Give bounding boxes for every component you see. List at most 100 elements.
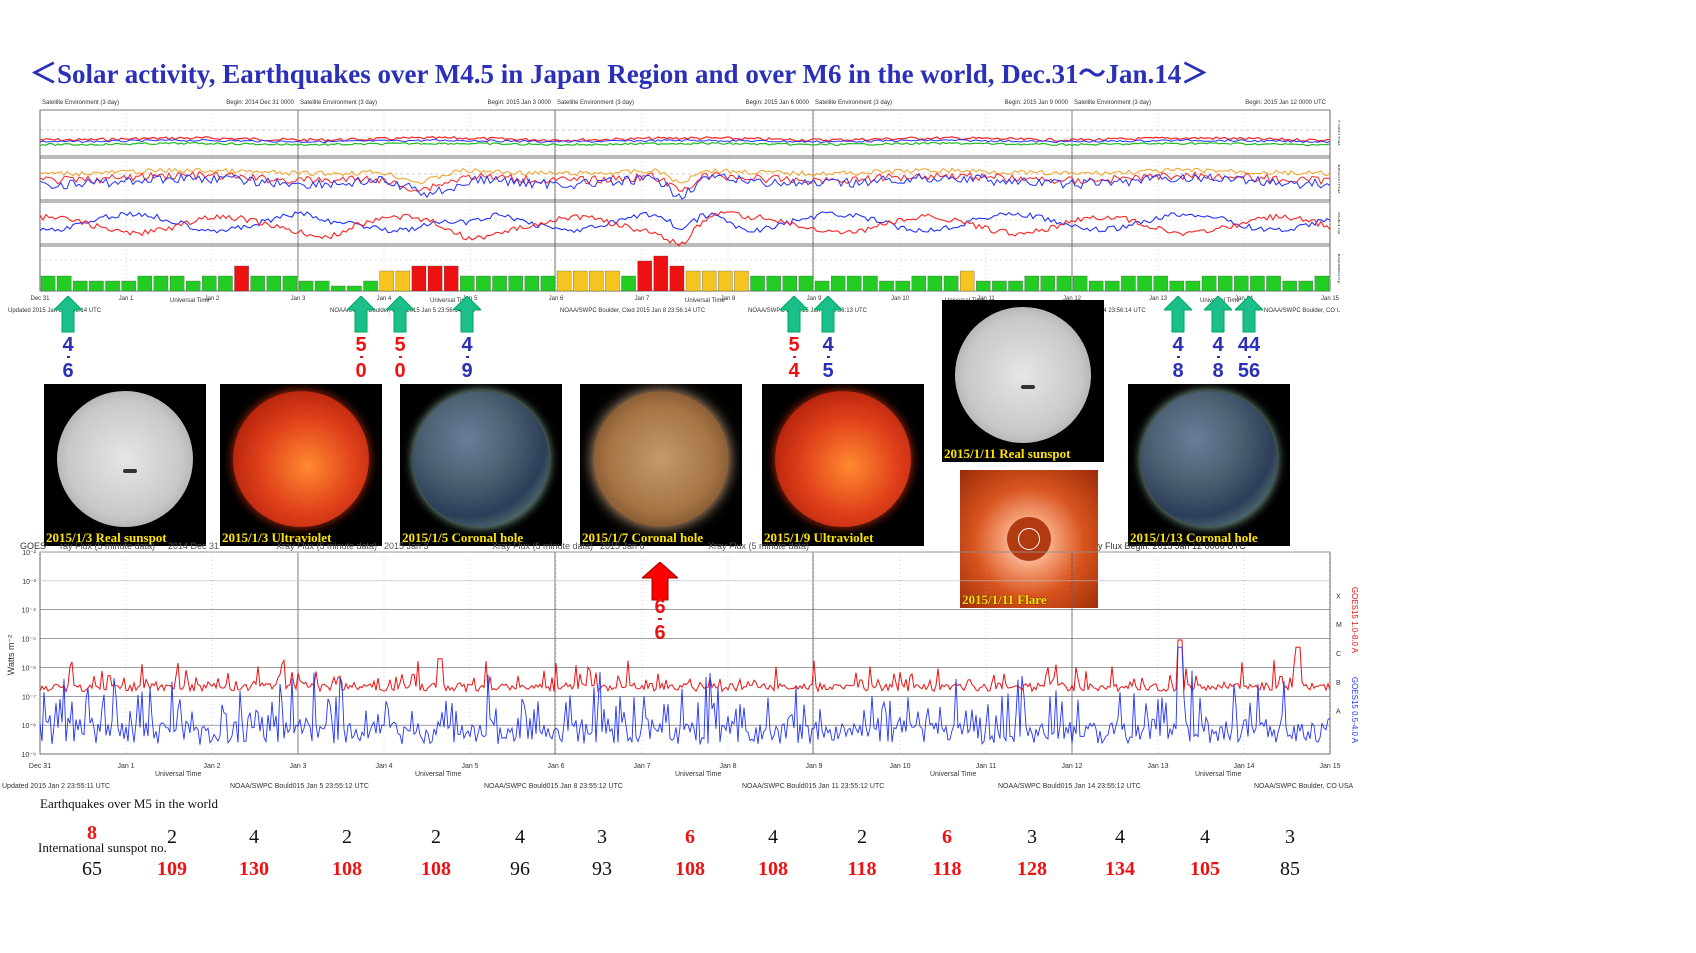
sun-disk (1141, 391, 1277, 527)
sun-disk (775, 391, 911, 527)
japan-quake-bottom: 9 (461, 360, 473, 382)
y-axis-label: Watts m⁻² (6, 635, 16, 675)
kp-bar (863, 275, 878, 292)
xray-header: GOES (20, 541, 46, 551)
kp-date: Jan 2 (205, 296, 220, 302)
universal-time: Universal Time (1200, 298, 1240, 304)
class-letter: X (1336, 593, 1341, 600)
y-tick-label: 10⁻⁶ (22, 665, 36, 672)
world-quake-count: 8 (87, 822, 97, 844)
sunspot-number: 130 (239, 858, 269, 880)
xray-footer: Updated 2015 Jan 2 23:55:11 UTC (2, 783, 110, 790)
sunspot-mark (1021, 385, 1035, 389)
photo-caption: 2015/1/13 Coronal hole (1130, 530, 1258, 545)
x-date: Jan 9 (805, 763, 822, 770)
class-letter: M (1336, 622, 1342, 629)
kp-bar (314, 280, 330, 292)
solar-photo-sunspot: 2015/1/11 Real sunspot (942, 300, 1104, 462)
photo-caption: 2015/1/3 Real sunspot (46, 530, 167, 545)
xray-event-top: 6 (654, 596, 666, 618)
right-label: Proton Flux (1336, 120, 1340, 146)
kp-date: Jan 8 (721, 296, 736, 302)
sun-outline (1018, 528, 1040, 550)
satellite-environment-chart: Satellite Environment (3 day) Begin: 2014… (8, 100, 1340, 314)
right-label-blue: GOES15 0.5-4.0 A (1350, 677, 1359, 744)
sunspot-label: International sunspot no. (38, 840, 167, 855)
xray-header: y Flux Begin: 2015 Jan 12 0000 UTC (1098, 541, 1246, 551)
kp-date: Jan 6 (549, 296, 564, 302)
kp-bar (540, 275, 556, 292)
footer-text: NOAA/SWPC Boulder, Cted 2015 Jan 5 23:56… (330, 308, 476, 314)
y-tick-label: 10⁻⁸ (22, 723, 36, 730)
kp-bar (1217, 275, 1233, 292)
footer-text: NOAA/SWPC Boulder, CO USA (1264, 308, 1340, 314)
kp-bar (1185, 280, 1201, 292)
xray-event-marker: 6 6 (642, 562, 678, 652)
world-quake-count: 4 (1115, 826, 1125, 848)
right-label: Electron Flux (1336, 164, 1340, 194)
kp-date: Jan 4 (377, 296, 392, 302)
kp-bar (266, 275, 282, 292)
x-date: Jan 3 (289, 763, 306, 770)
sunspot-number: 108 (758, 858, 788, 880)
solar-photo-coronal: 2015/1/5 Coronal hole (400, 384, 562, 546)
x-date: Dec 31 (29, 763, 51, 770)
kp-bar (734, 270, 749, 292)
universal-time: Universal Time (170, 298, 210, 304)
page-title: ＜Solar activity, Earthquakes over M4.5 i… (30, 59, 1209, 89)
kp-bar (1137, 275, 1152, 292)
kp-bar (73, 280, 88, 292)
header-label: Satellite Environment (3 day) (1074, 100, 1151, 106)
begin-label: Begin: 2015 Jan 9 0000 (1005, 100, 1069, 106)
japan-quake-top: 4 (822, 334, 834, 356)
japan-quake-top: 5 (788, 334, 800, 356)
photo-caption: 2015/1/11 Flare (962, 592, 1047, 607)
kp-bar (331, 285, 346, 292)
photo-caption: 2015/1/3 Ultraviolet (222, 530, 332, 545)
kp-bar (524, 275, 540, 292)
world-quake-count: 2 (342, 826, 352, 848)
header-label: Satellite Environment (3 day) (557, 100, 634, 106)
satellite-environment-panel: Satellite Environment (3 day) Begin: 2014… (0, 96, 1340, 316)
xray-line-blue (39, 646, 1331, 745)
begin-label: Begin: 2015 Jan 3 0000 (488, 100, 552, 106)
photo-caption: 2015/1/11 Real sunspot (944, 446, 1071, 461)
proton-line-green (39, 141, 1331, 147)
kp-bar (185, 280, 201, 292)
sunspot-number: 109 (157, 858, 187, 880)
xray-header: 2014 Dec 31 (168, 541, 219, 551)
solar-photo-sunspot: 2015/1/3 Real sunspot (44, 384, 206, 546)
world-quake-count: 6 (942, 826, 952, 848)
proton-line-red (39, 135, 1331, 143)
xray-line-red (39, 639, 1331, 694)
kp-bar (766, 275, 781, 292)
kp-date: Jan 12 (1063, 296, 1082, 302)
kp-bar (589, 270, 604, 292)
dash-mark (67, 356, 70, 358)
dash-mark (793, 356, 796, 358)
kp-bar (379, 270, 394, 292)
kp-date: Jan 7 (635, 296, 650, 302)
kp-bar (476, 275, 491, 292)
y-tick-label: 10⁻² (22, 550, 36, 557)
kp-bar (1314, 275, 1330, 292)
sunspot-number: 108 (421, 858, 451, 880)
electron-line-blue (39, 172, 1331, 200)
japan-quake-top: 4 (461, 334, 473, 356)
kp-bar (56, 275, 72, 292)
kp-bar (992, 280, 1007, 292)
kp-bar (572, 270, 588, 292)
dash-mark (1248, 356, 1251, 358)
kp-bar (879, 280, 894, 292)
world-quake-count: 4 (1200, 826, 1210, 848)
xray-header: Xray Flux (5 minute data) (708, 541, 809, 551)
sun-disk (57, 391, 193, 527)
kp-bar (621, 275, 636, 292)
kp-bar (1088, 280, 1104, 292)
kp-bar (1040, 275, 1056, 292)
japan-quake-bottom: 8 (1172, 360, 1184, 382)
header-label: Satellite Environment (3 day) (815, 100, 892, 106)
kp-bar (1266, 275, 1281, 292)
dash-mark (827, 356, 830, 358)
kp-bar (701, 270, 717, 292)
